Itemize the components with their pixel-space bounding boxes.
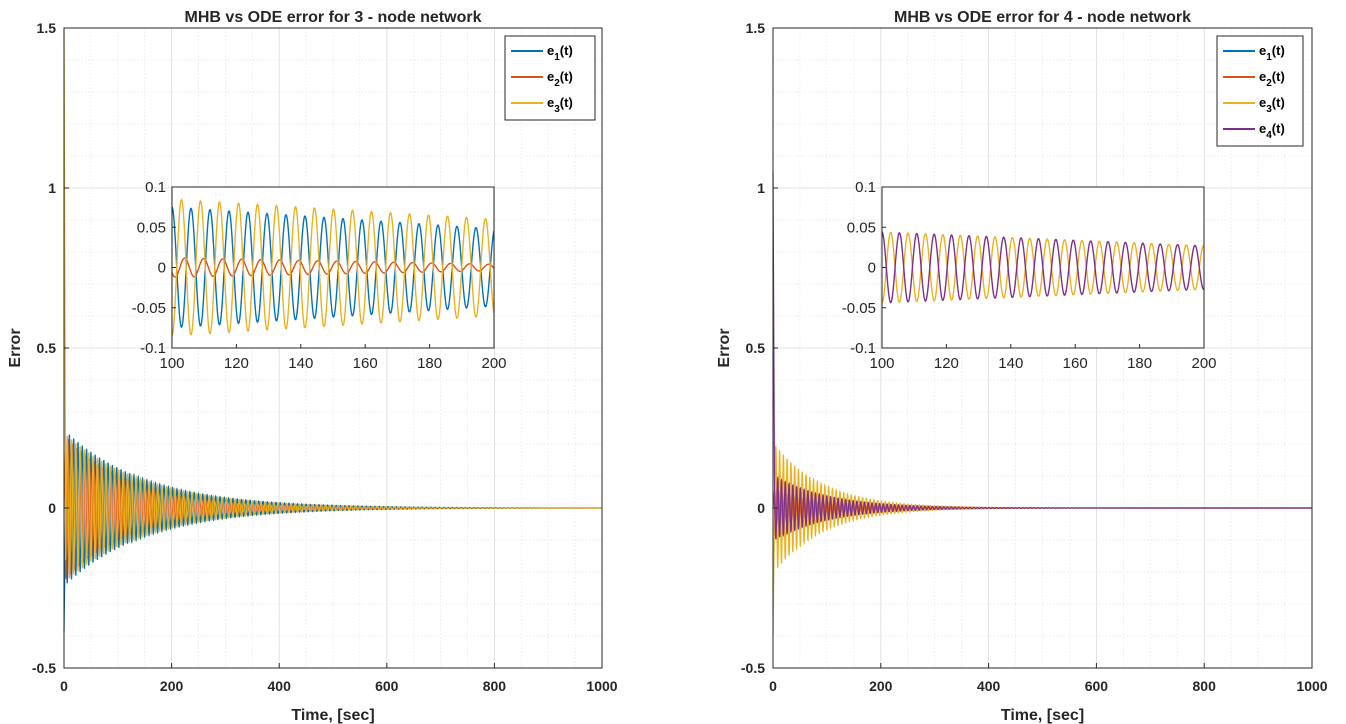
y-tick-label: 0 — [48, 500, 56, 516]
legend-base: e — [1259, 69, 1266, 84]
inset-y-tick-label: -0.05 — [132, 300, 166, 317]
inset-x-tick-label: 120 — [934, 355, 959, 372]
inset-x-tick-label: 200 — [1191, 355, 1216, 372]
x-axis-label: Time, [sec] — [291, 707, 374, 724]
inset-y-tick-label: -0.1 — [850, 340, 876, 357]
legend-sub: 1 — [1266, 52, 1272, 63]
inset-x-tick-label: 180 — [417, 355, 442, 372]
inset-x-tick-label: 140 — [288, 355, 313, 372]
y-tick-label: 1.5 — [37, 20, 57, 36]
inset-y-tick-label: 0.05 — [847, 219, 876, 236]
legend-entry-e2(t): e2(t) — [1259, 69, 1285, 89]
inset-series-line — [172, 257, 494, 278]
x-tick-label: 1000 — [586, 678, 617, 694]
series-group — [772, 171, 1312, 637]
legend-sub: 3 — [554, 104, 560, 115]
legend: e1(t)e2(t)e3(t)e4(t) — [1216, 35, 1304, 147]
x-tick-label: 0 — [769, 678, 777, 694]
y-tick-label: 0.5 — [37, 340, 57, 356]
x-tick-label: 800 — [1193, 678, 1217, 694]
legend-sub: 1 — [554, 52, 560, 63]
x-tick-label: 400 — [268, 678, 292, 694]
x-tick-label: 1000 — [1296, 678, 1327, 694]
x-tick-label: 0 — [60, 678, 68, 694]
y-tick-label: 0.5 — [746, 340, 766, 356]
inset-x-tick-label: 120 — [224, 355, 249, 372]
legend-sub: 4 — [1266, 130, 1272, 141]
inset-chart: 100 120 140 160 180 200 -0.1 -0.05 0 0.05 0.1 — [132, 179, 507, 372]
inset-series-line — [882, 231, 1204, 304]
y-tick-label: -0.5 — [32, 660, 56, 676]
inset-y-tick-label: 0.05 — [137, 219, 166, 236]
y-tick-label: -0.5 — [741, 660, 765, 676]
x-tick-label: 600 — [375, 678, 399, 694]
y-axis-label: Error — [7, 328, 24, 367]
legend-sub: 2 — [554, 78, 560, 89]
legend-base: e — [1259, 95, 1266, 110]
inset-y-tick-label: -0.05 — [842, 300, 876, 317]
legend-entry-e3(t): e3(t) — [1259, 95, 1285, 115]
inset-y-tick-label: 0 — [868, 260, 876, 277]
inset-x-tick-label: 100 — [159, 355, 184, 372]
series-line-e4(t) — [772, 171, 1312, 540]
inset-y-tick-label: 0.1 — [145, 179, 166, 196]
legend-suffix: (t) — [1272, 95, 1285, 110]
series-group — [63, 27, 603, 633]
legend-suffix: (t) — [560, 95, 573, 110]
y-tick-label: 0 — [757, 500, 765, 516]
legend-entry-e2(t): e2(t) — [547, 69, 573, 89]
y-tick-label: 1.5 — [746, 20, 766, 36]
legend-base: e — [1259, 43, 1266, 58]
legend-entry-e4(t): e4(t) — [1259, 121, 1285, 141]
x-tick-label: 400 — [977, 678, 1001, 694]
y-tick-label: 1 — [48, 180, 56, 196]
inset-x-tick-label: 180 — [1127, 355, 1152, 372]
legend-sub: 3 — [1266, 104, 1272, 115]
legend-suffix: (t) — [1272, 121, 1285, 136]
x-axis-label: Time, [sec] — [1001, 707, 1084, 724]
x-tick-label: 200 — [160, 678, 184, 694]
legend-base: e — [547, 43, 554, 58]
inset-x-tick-label: 200 — [481, 355, 506, 372]
inset-chart: 100 120 140 160 180 200 -0.1 -0.05 0 0.05 0.1 — [842, 179, 1217, 372]
x-tick-label: 600 — [1085, 678, 1109, 694]
inset-series-line — [172, 198, 494, 337]
legend-base: e — [547, 95, 554, 110]
legend-box — [1216, 35, 1304, 147]
inset-x-tick-label: 100 — [869, 355, 894, 372]
y-tick-label: 1 — [757, 180, 765, 196]
legend-suffix: (t) — [1272, 43, 1285, 58]
chart-title: MHB vs ODE error for 3 - node network — [185, 9, 482, 26]
legend-entry-e3(t): e3(t) — [547, 95, 573, 115]
legend-base: e — [1259, 121, 1266, 136]
inset-y-tick-label: -0.1 — [140, 340, 166, 357]
inset-y-tick-label: 0 — [158, 260, 166, 277]
chart-title: MHB vs ODE error for 4 - node network — [894, 9, 1191, 26]
x-tick-label: 200 — [869, 678, 893, 694]
legend-base: e — [547, 69, 554, 84]
legend-entry-e1(t): e1(t) — [547, 43, 573, 63]
inset-y-tick-label: 0.1 — [855, 179, 876, 196]
inset-x-tick-label: 160 — [353, 355, 378, 372]
legend-suffix: (t) — [560, 69, 573, 84]
series-line-e3(t) — [63, 27, 603, 579]
inset-plot-area — [172, 187, 494, 348]
inset-x-tick-label: 140 — [998, 355, 1023, 372]
inset-x-tick-label: 160 — [1063, 355, 1088, 372]
legend-sub: 2 — [1266, 78, 1272, 89]
x-tick-label: 800 — [483, 678, 507, 694]
inset-series-group — [172, 198, 494, 337]
inset-series-line — [172, 206, 494, 329]
legend-suffix: (t) — [560, 43, 573, 58]
y-axis-label: Error — [716, 328, 733, 367]
legend-suffix: (t) — [1272, 69, 1285, 84]
legend: e1(t)e2(t)e3(t) — [504, 35, 596, 121]
inset-series-group — [882, 231, 1204, 304]
legend-entry-e1(t): e1(t) — [1259, 43, 1285, 63]
